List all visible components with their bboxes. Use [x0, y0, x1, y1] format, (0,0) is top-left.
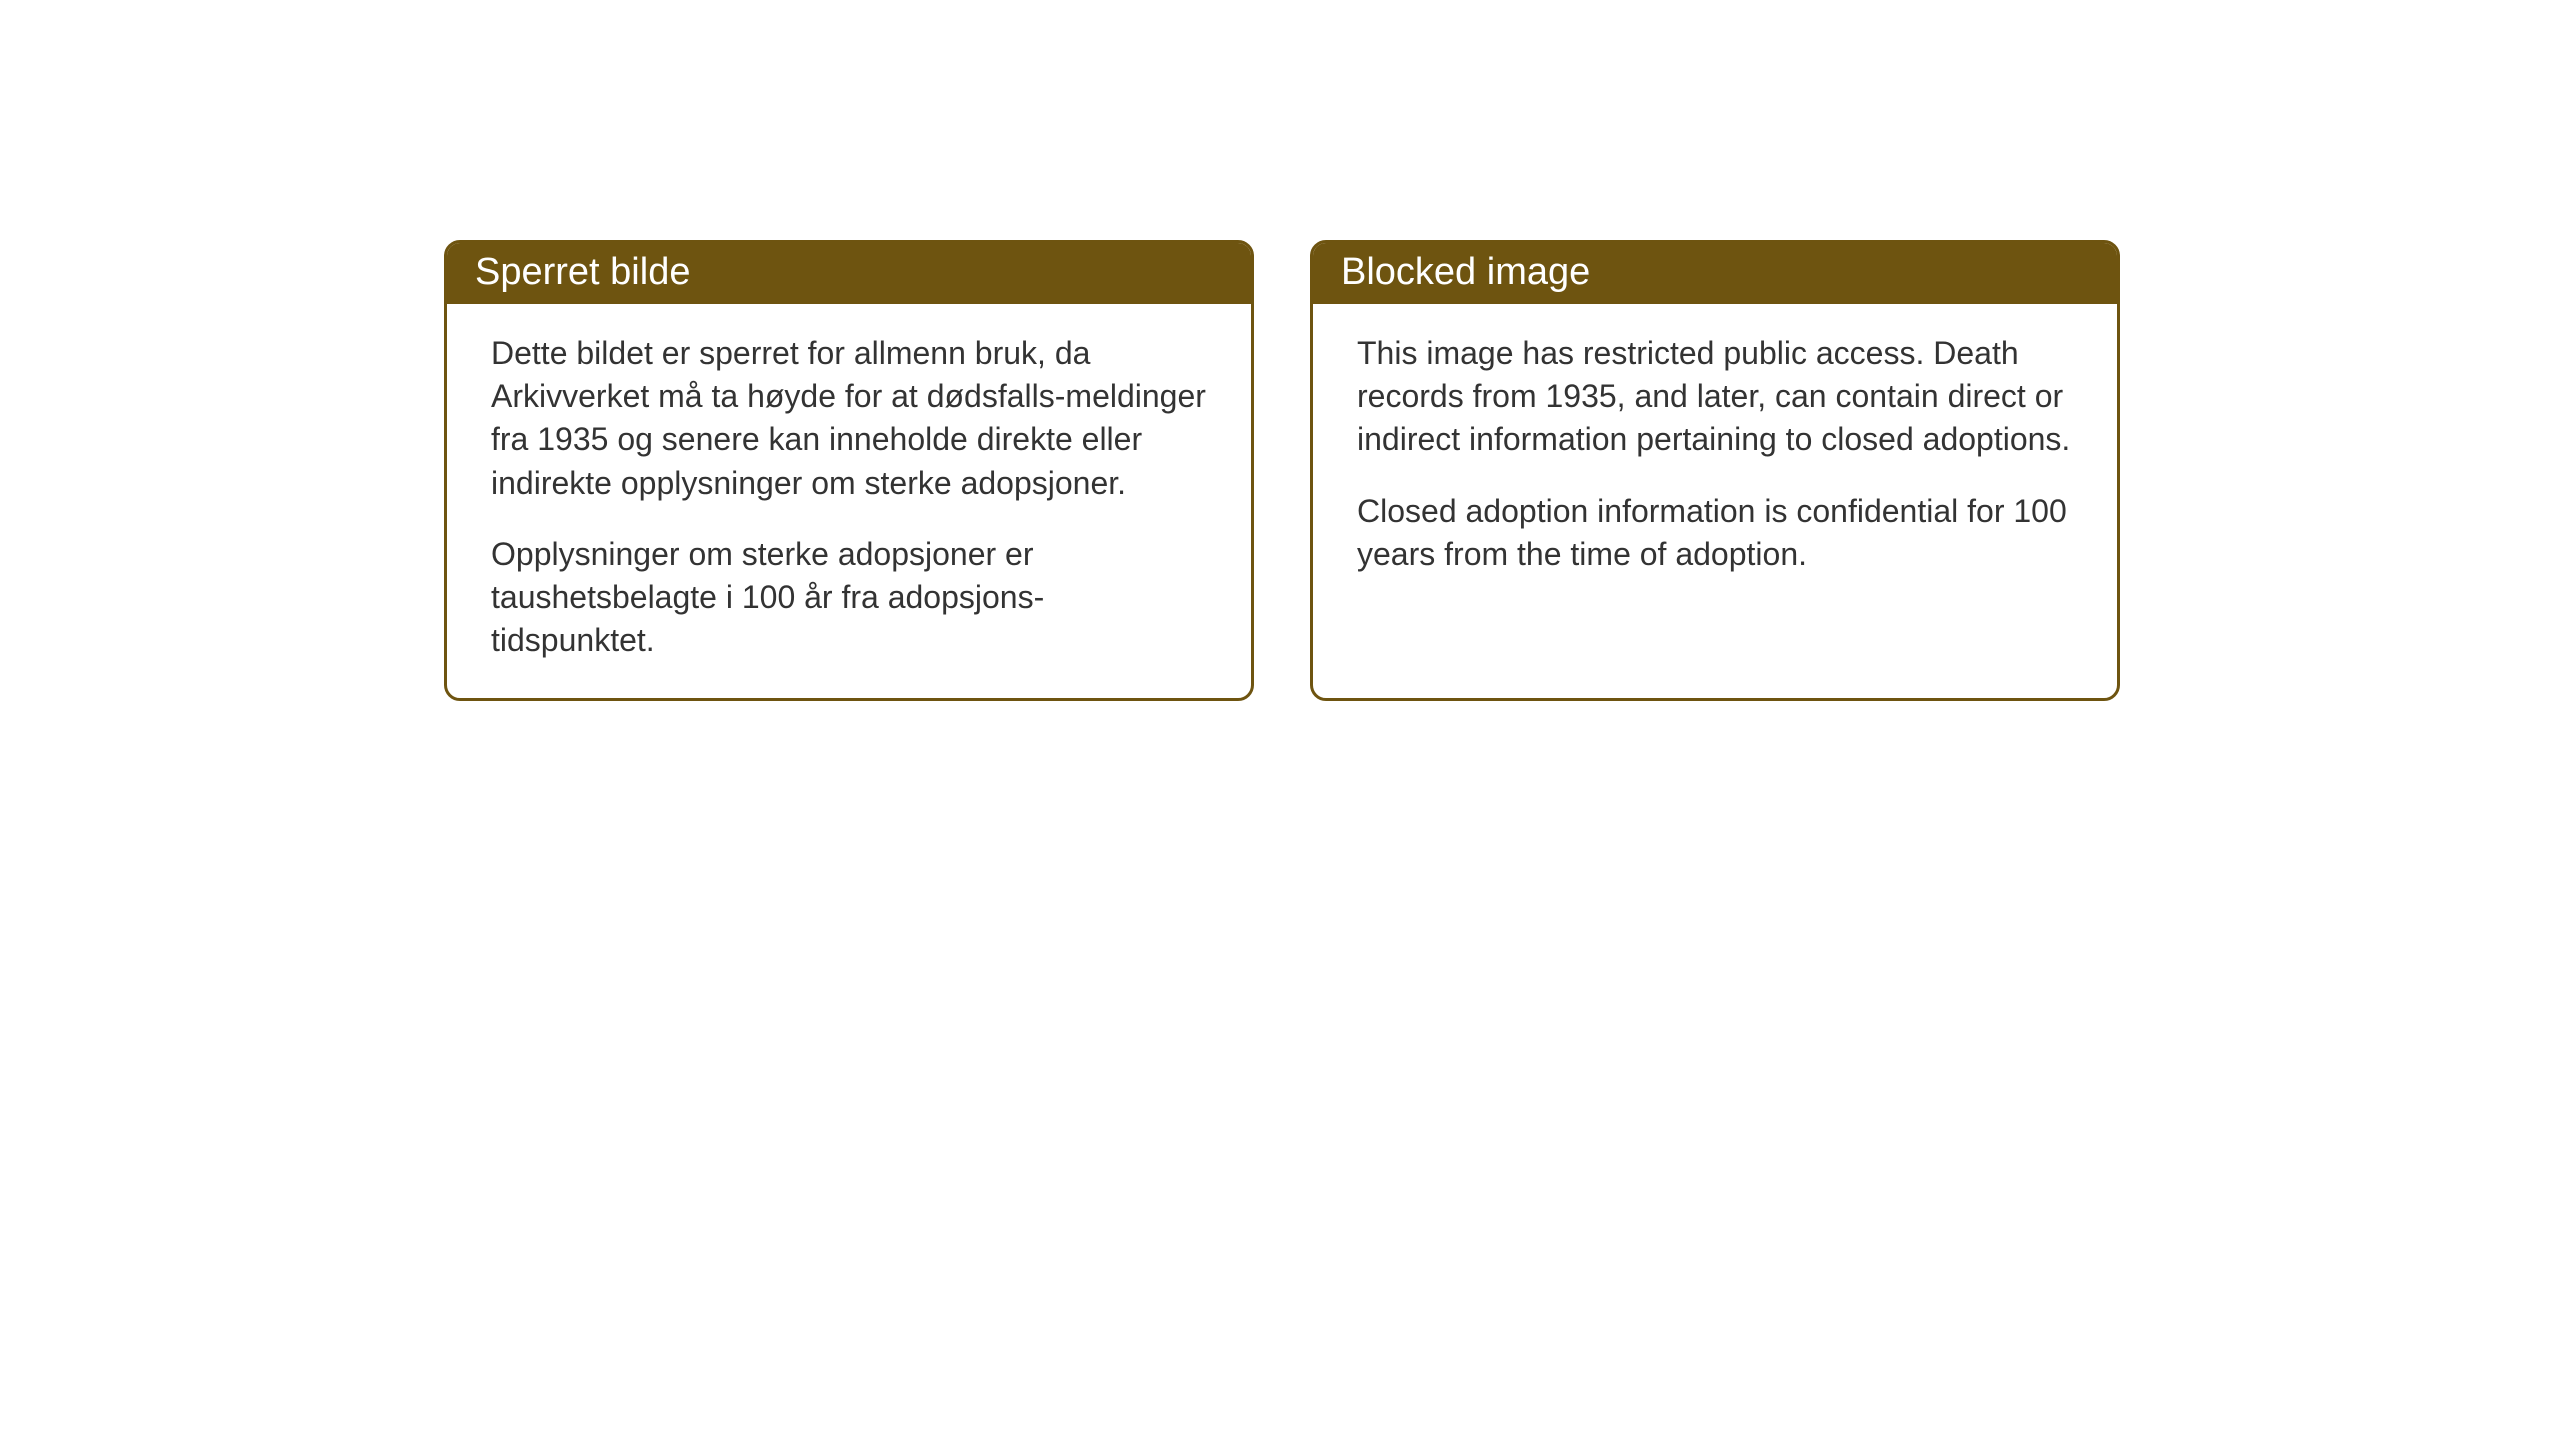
card-norwegian: Sperret bilde Dette bildet er sperret fo… — [444, 240, 1254, 701]
card-header-english: Blocked image — [1313, 243, 2117, 304]
card-header-norwegian: Sperret bilde — [447, 243, 1251, 304]
card-paragraph-2-english: Closed adoption information is confident… — [1357, 490, 2073, 576]
card-title-english: Blocked image — [1341, 251, 1590, 293]
card-title-norwegian: Sperret bilde — [475, 251, 690, 293]
card-paragraph-1-english: This image has restricted public access.… — [1357, 332, 2073, 462]
cards-container: Sperret bilde Dette bildet er sperret fo… — [444, 240, 2120, 701]
card-paragraph-1-norwegian: Dette bildet er sperret for allmenn bruk… — [491, 332, 1207, 505]
card-body-norwegian: Dette bildet er sperret for allmenn bruk… — [447, 304, 1251, 698]
card-paragraph-2-norwegian: Opplysninger om sterke adopsjoner er tau… — [491, 533, 1207, 663]
card-body-english: This image has restricted public access.… — [1313, 304, 2117, 612]
card-english: Blocked image This image has restricted … — [1310, 240, 2120, 701]
